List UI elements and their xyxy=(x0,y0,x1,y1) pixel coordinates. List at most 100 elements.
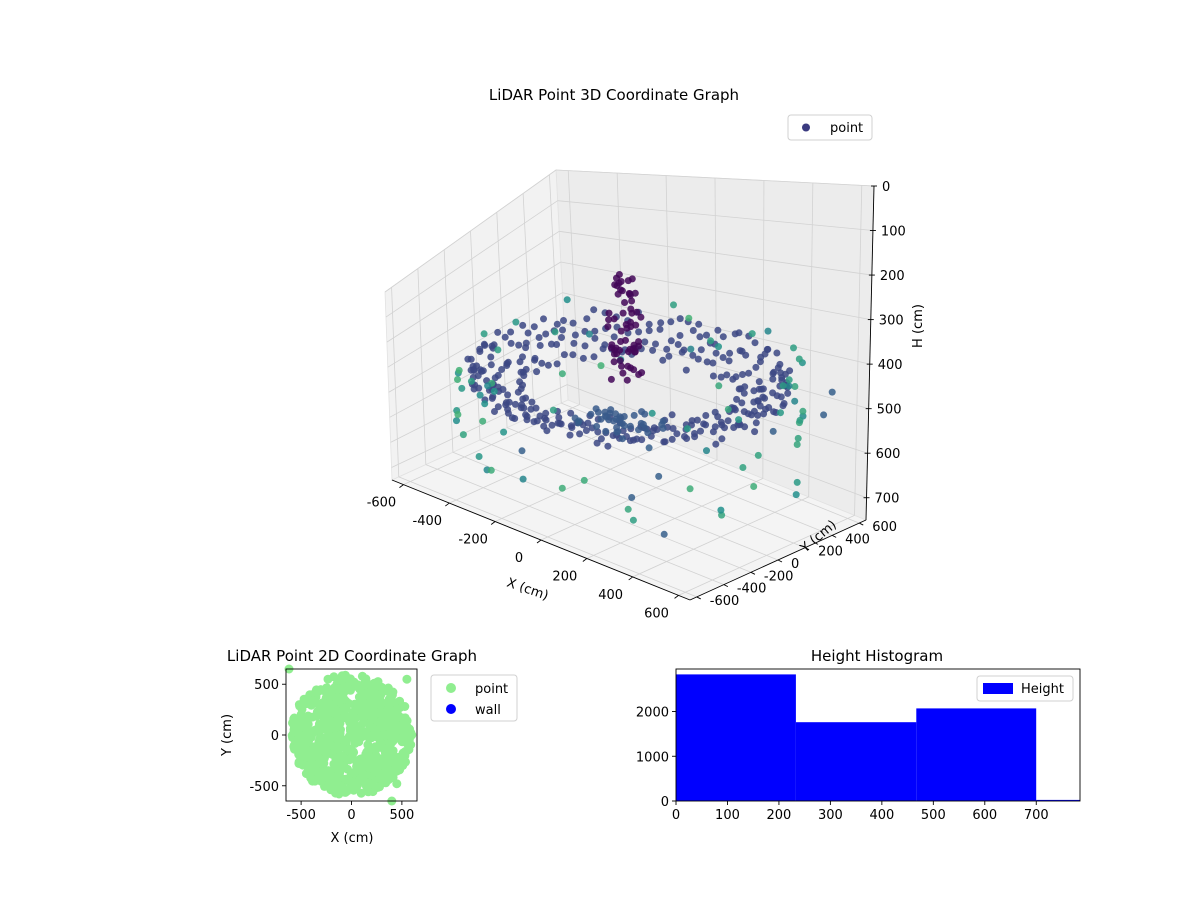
point-3d xyxy=(714,326,722,334)
point-3d xyxy=(645,320,653,328)
grid-line xyxy=(385,200,558,318)
point-3d xyxy=(531,356,539,364)
point-3d xyxy=(659,424,667,432)
point-3d xyxy=(541,414,549,422)
point-3d xyxy=(755,378,763,386)
point-3d xyxy=(794,434,802,442)
point-3d xyxy=(784,389,792,397)
point-3d xyxy=(745,369,753,377)
grid-line xyxy=(479,439,779,561)
point-3d xyxy=(778,376,786,384)
point-3d xyxy=(667,337,675,345)
point-3d xyxy=(635,426,642,434)
point-2d xyxy=(350,732,360,742)
point-2d xyxy=(405,724,414,734)
point-3d xyxy=(580,476,588,484)
point-3d xyxy=(543,427,551,435)
point-3d xyxy=(754,451,762,459)
grid-line xyxy=(417,268,427,465)
point-3d xyxy=(724,405,732,413)
point-3d xyxy=(661,438,669,446)
point-2d xyxy=(313,747,323,757)
point-3d xyxy=(703,358,711,366)
chart-2d-title: LiDAR Point 2D Coordinate Graph xyxy=(227,647,477,665)
point-3d xyxy=(697,346,705,354)
chart-histogram: Height Histogram 0 100 200 300 400 500 600 7000… xyxy=(636,647,1081,823)
point-3d xyxy=(723,371,731,379)
point-3d xyxy=(717,373,725,381)
histogram-bar xyxy=(1036,799,1080,801)
x-tick-label: 500 xyxy=(389,808,414,823)
point-3d xyxy=(571,331,579,339)
point-2d xyxy=(304,699,314,709)
point-3d xyxy=(542,330,550,338)
point-3d xyxy=(663,345,671,353)
histogram-bar xyxy=(676,674,796,801)
point-3d xyxy=(464,355,472,363)
grid-line xyxy=(398,476,697,598)
histogram-bars xyxy=(676,674,1080,801)
point-3d xyxy=(670,301,677,309)
grid-line xyxy=(384,169,557,293)
point-3d xyxy=(777,409,784,417)
point-3d xyxy=(454,411,462,418)
point-3d xyxy=(751,339,759,347)
legend-point-marker xyxy=(802,123,810,132)
point-3d xyxy=(739,371,746,378)
point-2d xyxy=(379,713,389,722)
point-2d xyxy=(400,702,410,711)
point-3d xyxy=(674,341,682,348)
point-3d xyxy=(594,408,602,416)
point-3d xyxy=(503,362,511,369)
point-3d xyxy=(579,354,587,362)
x-tick-mark xyxy=(674,595,679,599)
point-3d xyxy=(702,412,710,419)
point-3d xyxy=(519,395,527,403)
x-tick-mark xyxy=(445,502,450,507)
point-3d xyxy=(475,384,483,392)
point-3d xyxy=(719,354,727,361)
legend-wall-marker xyxy=(446,704,456,714)
point-2d xyxy=(402,674,412,684)
point-3d xyxy=(594,428,602,436)
point-3d xyxy=(715,343,722,351)
point-3d xyxy=(622,336,629,344)
point-3d xyxy=(569,319,577,327)
point-2d xyxy=(309,726,319,736)
point-2d xyxy=(294,700,304,710)
point-3d xyxy=(702,421,710,429)
point-3d xyxy=(638,408,646,416)
point-3d xyxy=(693,416,701,424)
point-2d xyxy=(311,711,321,721)
point-3d xyxy=(697,427,704,435)
point-3d xyxy=(488,342,496,350)
point-3d xyxy=(790,344,797,352)
point-3d xyxy=(474,372,482,380)
point-2d xyxy=(340,787,350,797)
point-2d xyxy=(316,733,326,743)
point-3d xyxy=(630,411,638,419)
point-3d xyxy=(709,359,717,367)
histogram-bar xyxy=(795,722,917,801)
point-3d xyxy=(793,478,801,486)
point-3d xyxy=(695,320,703,328)
point-3d xyxy=(624,505,632,513)
point-3d xyxy=(582,427,590,434)
point-3d xyxy=(619,369,627,377)
point-3d xyxy=(785,376,793,384)
point-3d xyxy=(621,299,629,306)
point-3d xyxy=(715,382,723,390)
y-tick-label: -600 xyxy=(710,594,740,609)
point-2d xyxy=(381,730,391,740)
grid-line xyxy=(616,173,626,424)
point-3d xyxy=(689,351,697,359)
point-3d xyxy=(648,409,656,417)
point-3d xyxy=(590,306,598,314)
point-3d xyxy=(585,330,593,338)
grid-line xyxy=(391,384,568,468)
point-3d xyxy=(655,472,663,480)
point-3d xyxy=(751,428,759,436)
chart-3d-zlabel: H (cm) xyxy=(911,304,926,348)
point-2d xyxy=(392,733,402,742)
point-3d xyxy=(633,435,641,443)
